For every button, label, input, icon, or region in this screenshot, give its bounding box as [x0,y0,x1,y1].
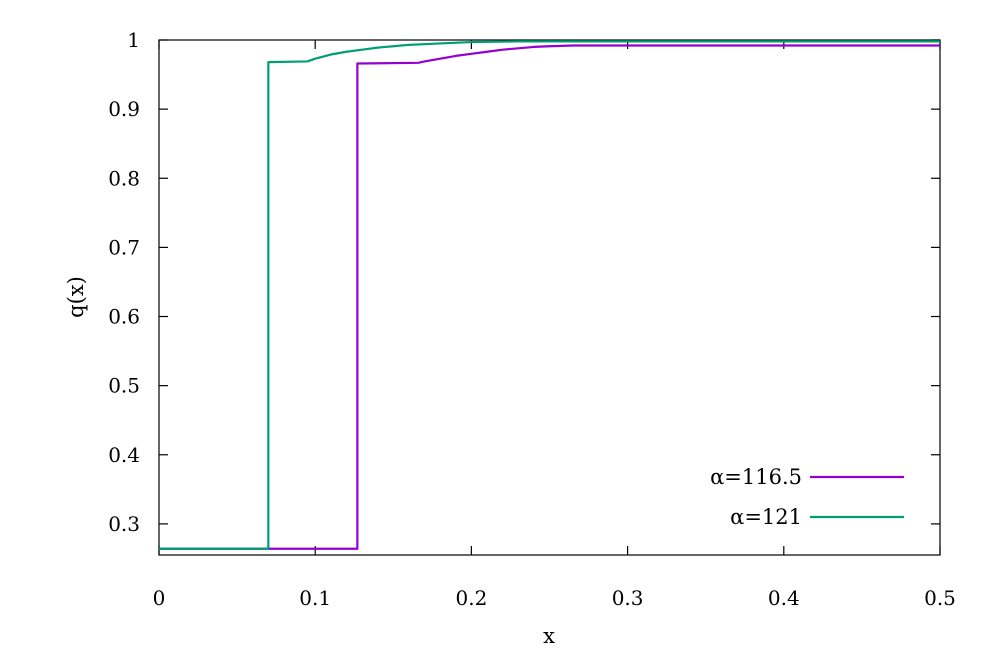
series-line-1 [159,40,940,550]
series-line-0 [159,44,940,550]
y-tick-label: 0.8 [108,166,140,190]
x-axis-title: x [543,624,555,648]
legend-label-1: α=121 [730,505,802,529]
y-axis-title: q(x) [64,276,88,318]
y-tick-label: 0.9 [108,97,140,121]
x-tick-label: 0.1 [299,586,331,610]
y-tick-label: 0.5 [108,374,140,398]
plot-frame [158,39,941,556]
x-tick-label: 0.3 [612,586,644,610]
legend: α=116.5 α=121 [710,465,904,529]
x-tick-label: 0.4 [768,586,800,610]
y-tick-label: 0.6 [108,305,140,329]
x-tick-label: 0 [153,586,166,610]
tick-labels: 0 0.1 0.2 0.3 0.4 0.5 0.3 0.4 0.5 0.6 0.7 0.8 0.9 1 [108,28,956,610]
y-tick-label: 0.7 [108,235,140,259]
x-tick-label: 0.2 [455,586,487,610]
y-tick-label: 0.4 [108,443,140,467]
y-tick-label: 1 [127,28,140,52]
data-series [159,40,940,550]
y-tick-label: 0.3 [108,512,140,536]
x-tick-label: 0.5 [924,586,956,610]
legend-label-0: α=116.5 [710,465,802,489]
